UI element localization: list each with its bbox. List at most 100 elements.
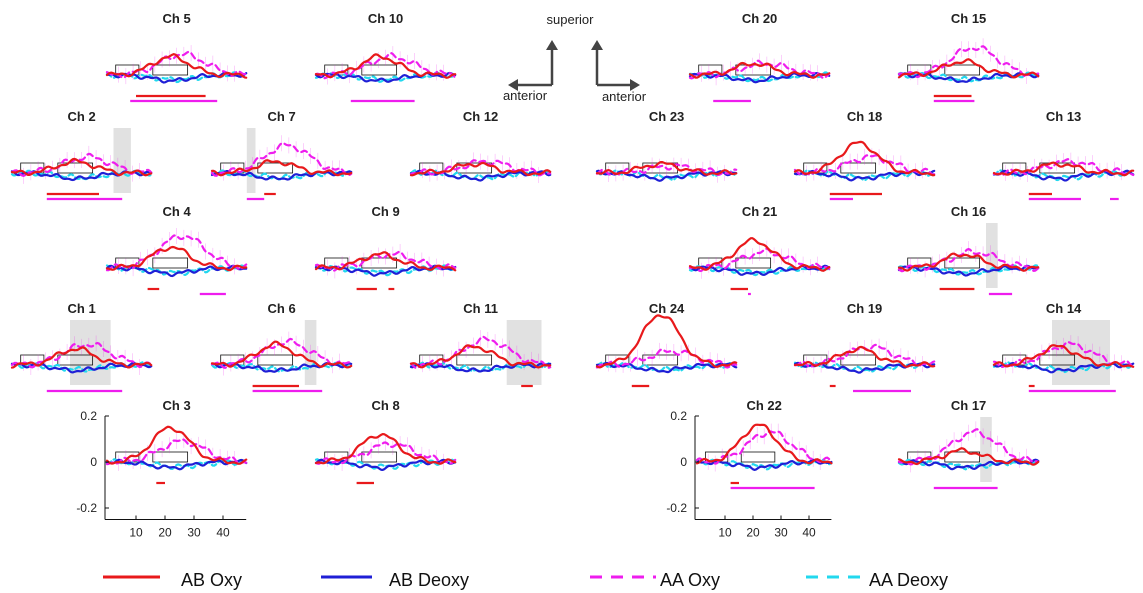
y-tick-label: 0 [90, 455, 97, 469]
channel-title: Ch 2 [68, 109, 96, 124]
channel-panel: Ch 24 [595, 301, 738, 388]
channel-panel: Ch 4 [105, 204, 248, 296]
channel-title: Ch 15 [951, 11, 986, 26]
stimulus-block [115, 257, 140, 269]
channel-title: Ch 18 [847, 109, 882, 124]
channel-title: Ch 12 [463, 109, 498, 124]
series-line-aa-oxy [595, 163, 738, 177]
channel-panel: Ch 7 [210, 109, 353, 201]
series-line-aa-oxy [409, 335, 552, 370]
series-line-ab-oxy [105, 53, 248, 79]
stimulus-block [735, 257, 772, 269]
x-tick-label: 20 [746, 526, 760, 540]
channel-title: Ch 10 [368, 11, 403, 26]
channel-title: Ch 21 [742, 204, 777, 219]
stimulus-block [152, 257, 189, 269]
series-line-ab-oxy [695, 423, 833, 465]
series-line-aa-oxy [688, 59, 831, 80]
channel-title: Ch 8 [372, 398, 400, 413]
series-line-ab-oxy [595, 314, 738, 369]
series-line-ab-oxy [992, 161, 1135, 177]
series-line-aa-oxy [314, 441, 457, 465]
channel-panel: Ch 3 0.2 0 -0.2 10 20 30 40 [76, 398, 248, 540]
series-line-aa-oxy [314, 250, 457, 272]
series-line-ab-oxy [314, 432, 457, 465]
channel-title: Ch 23 [649, 109, 684, 124]
y-tick-label: -0.2 [76, 501, 97, 515]
x-tick-label: 10 [718, 526, 732, 540]
legend-label-ab-oxy: AB Oxy [181, 570, 242, 590]
stimulus-block [361, 451, 398, 463]
y-tick-label: 0 [680, 455, 687, 469]
channel-panel: Ch 11 [409, 301, 552, 388]
channel-title: Ch 19 [847, 301, 882, 316]
series-line-ab-oxy [210, 340, 353, 369]
significance-shade [980, 417, 992, 482]
series-line-ab-oxy [688, 61, 831, 79]
series-line-ab-oxy [314, 53, 457, 79]
series-line-ab-oxy [314, 251, 457, 272]
channel-title: Ch 11 [463, 301, 498, 316]
channel-panel: Ch 2 [10, 109, 153, 201]
channel-panel: Ch 13 [992, 109, 1135, 201]
series-line-ab-oxy [793, 140, 936, 177]
series-line-ab-deoxy [595, 361, 738, 374]
x-tick-label: 20 [158, 526, 172, 540]
significance-shade [986, 223, 998, 288]
anterior-right-label: anterior [602, 89, 647, 104]
channel-title: Ch 17 [951, 398, 986, 413]
series-line-ab-oxy [10, 157, 153, 177]
channel-panel: Ch 14 [992, 301, 1135, 393]
x-tick-label: 10 [129, 526, 143, 540]
orientation-indicator: superior anterior anterior [503, 12, 647, 104]
stimulus-block [257, 354, 294, 366]
stimulus-block [840, 162, 877, 174]
channel-title: Ch 4 [163, 204, 192, 219]
channel-title: Ch 20 [742, 11, 777, 26]
channel-panel: Ch 19 [793, 301, 936, 393]
series-line-aa-oxy [105, 234, 248, 272]
channel-panel: Ch 9 [314, 204, 457, 291]
channel-title: Ch 1 [68, 301, 96, 316]
series-line-ab-oxy [105, 425, 248, 465]
series-line-ab-deoxy [688, 264, 831, 277]
channel-title: Ch 9 [372, 204, 400, 219]
series-line-ab-deoxy [897, 264, 1040, 277]
series-line-ab-oxy [210, 159, 353, 177]
series-line-aa-oxy [793, 154, 936, 176]
x-tick-label: 40 [802, 526, 816, 540]
channel-title: Ch 6 [268, 301, 296, 316]
series-line-aa-oxy [409, 159, 552, 177]
series-line-ab-deoxy [105, 458, 248, 471]
channel-panel: Ch 1 [10, 301, 153, 393]
x-tick-label: 30 [774, 526, 788, 540]
series-line-aa-oxy [595, 348, 738, 369]
series-line-ab-oxy [688, 237, 831, 272]
series-line-aa-deoxy [897, 458, 1040, 471]
channel-panel: Ch 21 [688, 204, 831, 296]
channel-panel: Ch 22 0.2 0 -0.2 10 20 30 40 [666, 398, 833, 540]
significance-shade [113, 128, 131, 193]
stimulus-block [840, 354, 877, 366]
x-tick-label: 30 [187, 526, 201, 540]
significance-shade [1052, 320, 1110, 385]
stimulus-block [944, 257, 981, 269]
channel-panel: Ch 23 [595, 109, 738, 183]
channel-panel: Ch 5 [105, 11, 248, 103]
stimulus-block [1039, 354, 1076, 366]
y-tick-label: 0.2 [670, 409, 687, 423]
series-line-ab-oxy [595, 161, 738, 176]
y-tick-label: -0.2 [666, 501, 687, 515]
channel-panel: Ch 18 [793, 109, 936, 201]
series-line-ab-oxy [105, 245, 248, 272]
y-tick-label: 0.2 [80, 409, 97, 423]
stimulus-block [642, 354, 679, 366]
x-tick-label: 40 [216, 526, 230, 540]
channel-title: Ch 16 [951, 204, 986, 219]
series-line-ab-oxy [793, 345, 936, 368]
series-line-ab-deoxy [210, 170, 353, 181]
stimulus-block [740, 451, 776, 463]
stimulus-block [152, 64, 189, 76]
channel-panel: Ch 16 [897, 204, 1040, 296]
series-line-aa-oxy [688, 247, 831, 273]
